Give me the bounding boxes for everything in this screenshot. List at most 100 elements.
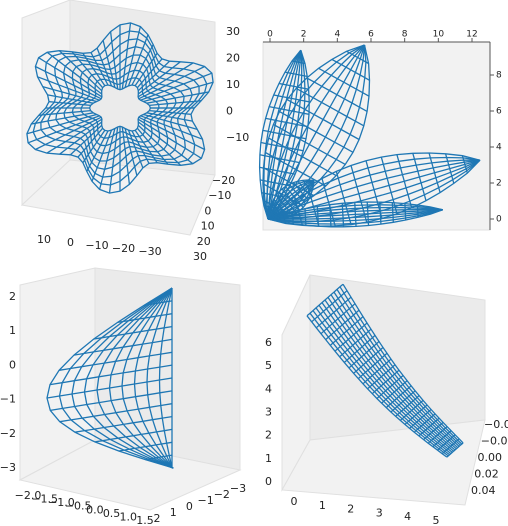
- y-tick-label: 6: [496, 107, 502, 117]
- y-tick-label: 0: [204, 204, 211, 217]
- wireframe: [46, 287, 174, 469]
- z-tick-label: 3: [265, 406, 272, 419]
- wireframe: [267, 180, 315, 221]
- wireframe: [267, 159, 481, 220]
- z-tick-label: 2: [9, 290, 16, 303]
- wireframe: [315, 307, 452, 455]
- y-tick-label: 1: [170, 506, 177, 519]
- y-tick-label: 2: [154, 512, 161, 525]
- y-tick-label: −10: [208, 189, 231, 202]
- wireframe: [158, 287, 173, 469]
- wireframe: [80, 77, 160, 139]
- z-tick-label: 2: [265, 429, 272, 442]
- z-tick-label: 0: [9, 358, 16, 371]
- y-tick-label: −20: [212, 174, 235, 187]
- z-tick-label: 10: [226, 78, 240, 91]
- wireframe: [267, 209, 443, 222]
- wireframe: [26, 22, 214, 194]
- y-tick-label: 10: [201, 220, 215, 233]
- z-tick-label: 20: [226, 52, 240, 65]
- wireframe: [336, 289, 461, 446]
- wireframe: [121, 287, 174, 469]
- wireframe: [267, 179, 315, 220]
- x-tick-label: 2: [301, 30, 307, 40]
- wireframe: [267, 179, 315, 220]
- y-tick-label: 8: [496, 71, 502, 81]
- wireframe: [263, 49, 302, 220]
- x-tick-label: 1.5: [136, 514, 154, 526]
- wireframe: [267, 44, 371, 220]
- x-tick-label: 2: [347, 503, 354, 516]
- wireframe: [267, 179, 315, 220]
- y-tick-label: 0.04: [471, 484, 496, 497]
- x-tick-label: 10: [433, 30, 445, 40]
- x-tick-label: −30: [138, 245, 161, 258]
- z-tick-label: 1: [265, 452, 272, 465]
- wireframe: [267, 208, 443, 220]
- z-tick-label: 5: [265, 359, 272, 372]
- wireframe: [88, 84, 152, 132]
- y-tick-label: −0.04: [484, 418, 508, 431]
- wireframe: [63, 61, 177, 155]
- x-tick-label: 8: [402, 30, 408, 40]
- z-tick-label: −2: [0, 427, 16, 440]
- x-tick-label: 4: [334, 30, 340, 40]
- wireframe: [267, 44, 365, 220]
- wireframe: [318, 304, 453, 453]
- z-tick-label: −10: [226, 131, 249, 144]
- wireframe: [96, 287, 174, 469]
- z-tick-label: 30: [226, 25, 240, 38]
- x-tick-label: −1.5: [31, 493, 58, 506]
- wireframe: [267, 206, 443, 220]
- x-tick-label: −10: [85, 239, 108, 252]
- x-tick-label: 12: [466, 30, 477, 40]
- y-tick-label: 2: [496, 179, 502, 189]
- wireframe: [342, 283, 464, 444]
- y-tick-label: 30: [193, 250, 207, 263]
- y-tick-label: −0.02: [481, 435, 508, 448]
- y-tick-label: 0.02: [474, 468, 499, 481]
- wireframe: [267, 209, 444, 228]
- x-tick-label: −1.0: [48, 496, 75, 509]
- x-tick-label: 1.0: [120, 510, 138, 523]
- wireframe: [267, 44, 366, 220]
- y-tick-label: 4: [496, 143, 502, 153]
- wireframe: [267, 209, 443, 225]
- wireframe: [330, 294, 459, 449]
- z-tick-label: 1: [9, 324, 16, 337]
- x-tick-label: −0.5: [65, 500, 92, 513]
- wireframe: [312, 310, 451, 456]
- x-tick-label: 5: [433, 514, 440, 526]
- wireframe: [267, 209, 443, 220]
- x-tick-label: 6: [368, 30, 374, 40]
- x-tick-label: 0: [267, 30, 273, 40]
- x-tick-label: 4: [404, 510, 411, 523]
- wireframe: [71, 287, 174, 469]
- wireframe: [267, 179, 315, 220]
- wireframe: [267, 209, 443, 220]
- wireframe: [327, 297, 457, 450]
- wireframe: [265, 44, 365, 220]
- wireframe: [40, 38, 200, 178]
- y-tick-label: −3: [230, 482, 246, 495]
- z-tick-label: 0: [226, 105, 233, 118]
- wireframe: [262, 44, 365, 220]
- pane: [20, 159, 216, 236]
- x-tick-label: 3: [376, 506, 383, 519]
- x-tick-label: −20: [112, 242, 135, 255]
- wireframe: [267, 159, 481, 220]
- wireframe: [267, 49, 302, 220]
- y-tick-label: 0: [186, 500, 193, 513]
- wireframe: [108, 287, 174, 469]
- wireframe: [267, 44, 367, 220]
- wireframe: [83, 287, 174, 469]
- wireframe: [267, 180, 315, 220]
- wireframe: [267, 179, 315, 220]
- z-tick-label: 6: [265, 336, 272, 349]
- wireframe: [55, 54, 185, 162]
- y-tick-label: −2: [214, 488, 230, 501]
- wireframe: [71, 69, 169, 147]
- wireframe: [306, 315, 448, 458]
- y-tick-label: 0: [496, 215, 502, 225]
